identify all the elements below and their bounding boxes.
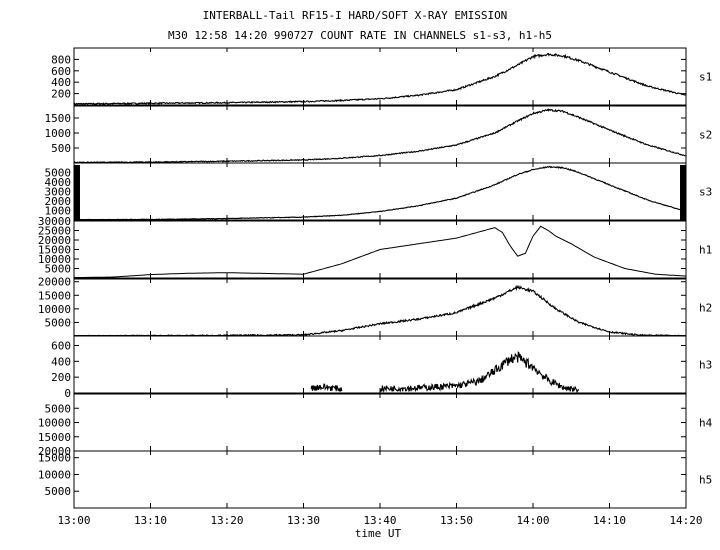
x-axis: 13:00 13:10 13:20 13:30 13:40 13:50 14:00 14:10… (57, 514, 702, 527)
y-tick-label-h5: 15000 (38, 452, 71, 465)
series-line-h3 (310, 383, 343, 393)
x-tick-label: 13:50 (440, 514, 473, 527)
y-tick-label-s2: 500 (51, 142, 71, 155)
y-tick-label-h1: 30000 (38, 215, 71, 228)
panel-frame-s1 (73, 47, 687, 106)
x-tick-label: 13:10 (134, 514, 167, 527)
y-tick-label-h1: 10000 (38, 253, 71, 266)
y-tick-label-h1: 25000 (38, 225, 71, 238)
panel-label-h3: h3 (699, 359, 712, 372)
y-tick-label-h4: 20000 (38, 445, 71, 458)
y-tick-label-h3: 200 (51, 371, 71, 384)
y-tick-label-s3: 2000 (45, 195, 72, 208)
y-tick-label-h2: 20000 (38, 276, 71, 289)
x-axis-label: time UT (355, 527, 402, 540)
y-tick-label-h3: 0 (64, 387, 71, 400)
y-tick-label-s1: 200 (51, 88, 71, 101)
y-tick-label-h2: 10000 (38, 303, 71, 316)
edge-block-left-s3 (74, 165, 80, 220)
panel-frame-s2 (73, 105, 687, 164)
y-tick-label-s3: 1000 (45, 205, 72, 218)
y-tick-label-s2: 1500 (45, 112, 72, 125)
panel-label-h2: h2 (699, 302, 712, 315)
y-tick-label-h5: 5000 (45, 485, 72, 498)
edge-block-right-s3 (680, 165, 686, 220)
x-tick-label: 13:40 (363, 514, 396, 527)
y-tick-label-h4: 15000 (38, 431, 71, 444)
series-line-h2 (74, 284, 686, 337)
panel-label-h1: h1 (699, 244, 712, 257)
y-tick-label-h4: 10000 (38, 417, 71, 430)
panels: 800600400200s115001000500s25000400030002… (38, 47, 713, 509)
y-tick-label-s1: 600 (51, 65, 71, 78)
panel-label-h5: h5 (699, 474, 712, 487)
y-tick-label-h1: 5000 (45, 263, 72, 276)
y-tick-label-s3: 5000 (45, 167, 72, 180)
panel-label-s2: s2 (699, 129, 712, 142)
series-line-s3 (74, 165, 686, 221)
y-tick-label-h4: 5000 (45, 402, 72, 415)
y-tick-label-h1: 20000 (38, 234, 71, 247)
series-line-s1 (73, 52, 687, 106)
panel-frame-h4 (73, 393, 687, 452)
panel-frame-h3 (73, 335, 687, 394)
x-tick-label: 14:10 (593, 514, 626, 527)
y-tick-label-s1: 800 (51, 53, 71, 66)
panel-h5: 5000 10000 15000 h5 (38, 450, 712, 509)
y-tick-label-h5: 10000 (38, 468, 71, 481)
panel-label-h4: h4 (699, 417, 713, 430)
x-tick-label: 13:20 (210, 514, 243, 527)
panel-s2: 1500 1000 500 s2 (45, 105, 712, 164)
y-tick-label-h3: 400 (51, 355, 71, 368)
series-line-s2 (73, 108, 686, 164)
panel-frame-h5 (73, 450, 687, 509)
y-tick-label-h2: 15000 (38, 289, 71, 302)
chart-title: INTERBALL-Tail RF15-I HARD/SOFT X-RAY EM… (203, 9, 508, 22)
y-tick-label-h2: 5000 (45, 316, 72, 329)
x-tick-label: 13:00 (57, 514, 90, 527)
x-tick-label: 14:20 (669, 514, 702, 527)
y-tick-label-h1: 15000 (38, 244, 71, 257)
y-tick-label-s2: 1000 (45, 127, 72, 140)
series-line-h3 (379, 351, 580, 394)
panel-label-s3: s3 (699, 186, 712, 199)
panel-label-s1: s1 (699, 71, 712, 84)
y-tick-label-s3: 4000 (45, 176, 72, 189)
y-tick-label-h3: 600 (51, 340, 71, 353)
panel-h3: 600 400 200 0 h3 (51, 335, 712, 400)
series-line-h1 (74, 225, 687, 278)
y-tick-label-s3: 3000 (45, 186, 72, 199)
chart-subtitle: M30 12:58 14:20 990727 COUNT RATE IN CHA… (168, 29, 552, 42)
x-tick-label: 14:00 (516, 514, 549, 527)
x-tick-label: 13:30 (287, 514, 320, 527)
y-tick-label-s1: 400 (51, 76, 71, 89)
